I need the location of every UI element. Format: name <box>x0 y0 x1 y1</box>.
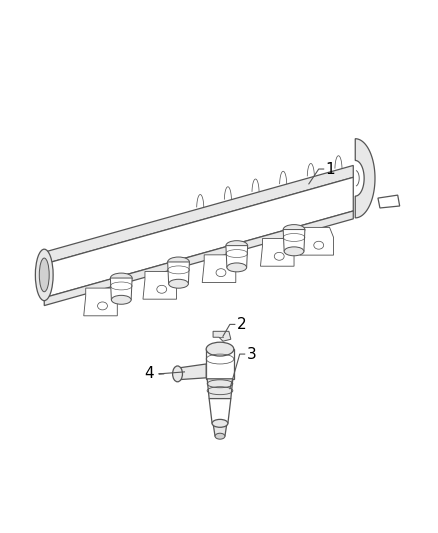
Ellipse shape <box>110 273 132 283</box>
Ellipse shape <box>216 269 226 277</box>
Polygon shape <box>177 364 206 380</box>
Polygon shape <box>226 246 247 268</box>
Polygon shape <box>213 423 227 436</box>
Ellipse shape <box>39 258 49 292</box>
Polygon shape <box>202 255 236 282</box>
Ellipse shape <box>212 419 228 427</box>
Text: 2: 2 <box>237 317 247 332</box>
Ellipse shape <box>168 257 189 267</box>
Polygon shape <box>283 230 305 252</box>
Ellipse shape <box>283 224 305 235</box>
Polygon shape <box>44 211 353 305</box>
Text: 4: 4 <box>144 366 154 382</box>
Ellipse shape <box>173 366 183 382</box>
Ellipse shape <box>215 433 225 439</box>
Ellipse shape <box>314 241 324 249</box>
Ellipse shape <box>169 279 188 288</box>
Ellipse shape <box>98 302 107 310</box>
Polygon shape <box>84 288 117 316</box>
Polygon shape <box>213 332 231 341</box>
Ellipse shape <box>274 252 284 260</box>
Ellipse shape <box>284 247 304 256</box>
Ellipse shape <box>227 263 247 272</box>
Ellipse shape <box>157 285 167 293</box>
Ellipse shape <box>35 249 53 301</box>
Polygon shape <box>209 399 231 423</box>
Polygon shape <box>261 238 294 266</box>
Polygon shape <box>110 278 132 300</box>
Text: 1: 1 <box>325 161 335 176</box>
Polygon shape <box>168 262 189 284</box>
Polygon shape <box>206 349 234 379</box>
Polygon shape <box>143 271 177 299</box>
Polygon shape <box>378 195 400 208</box>
Polygon shape <box>300 228 333 255</box>
Polygon shape <box>207 379 233 399</box>
Ellipse shape <box>206 342 234 356</box>
Polygon shape <box>355 139 375 218</box>
Ellipse shape <box>111 295 131 304</box>
Ellipse shape <box>226 241 247 251</box>
Polygon shape <box>44 165 353 264</box>
Text: 3: 3 <box>247 346 256 361</box>
Polygon shape <box>44 177 353 297</box>
